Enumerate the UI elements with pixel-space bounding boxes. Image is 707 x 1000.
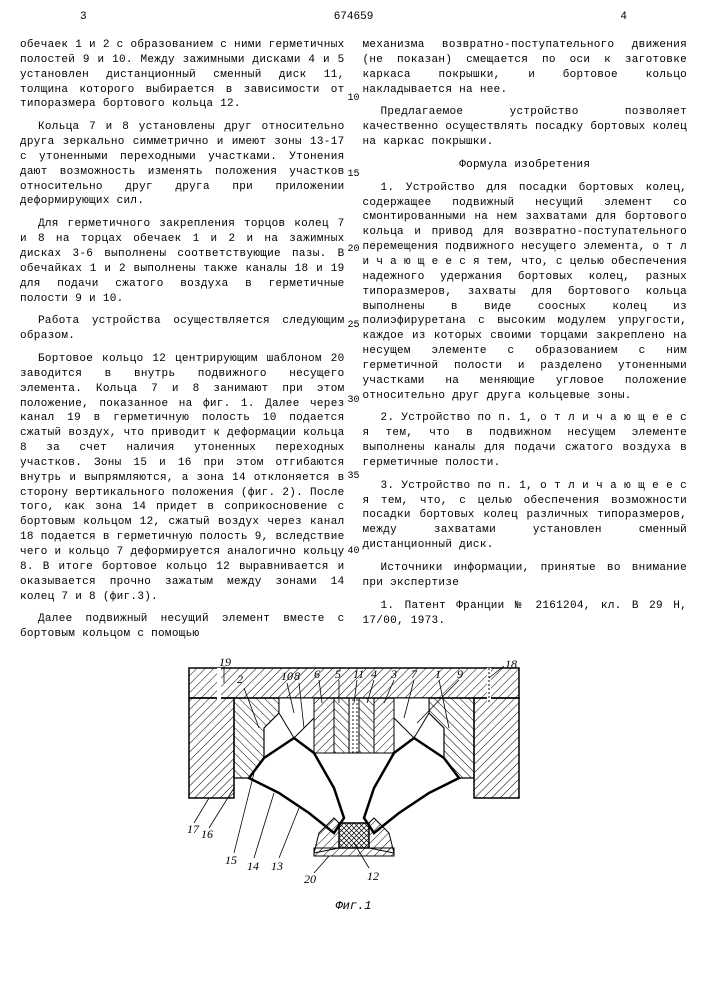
line-numbers: 10 15 20 25 30 35 40 — [347, 34, 359, 559]
line-number: 35 — [347, 470, 359, 484]
label-4: 4 — [371, 667, 377, 681]
label-5: 5 — [335, 667, 341, 681]
label-1: 1 — [435, 667, 441, 681]
figure-1: 17 16 14 13 20 12 2 10 8 6 — [20, 658, 687, 914]
paragraph: Предлагаемое устройство позволяет качест… — [363, 105, 688, 150]
label-2: 2 — [237, 672, 243, 686]
line-number: 15 — [347, 168, 359, 182]
label-18: 18 — [505, 658, 517, 671]
label-17: 17 — [187, 822, 200, 836]
reference: 1. Патент Франции № 2161204, кл. B 29 H,… — [363, 599, 688, 629]
paragraph: обечаек 1 и 2 с образованием с ними герм… — [20, 38, 345, 112]
label-16: 16 — [201, 827, 213, 841]
page-number-right: 4 — [620, 10, 627, 25]
paragraph: механизма возвратно-поступательного движ… — [363, 38, 688, 97]
line-number: 25 — [347, 319, 359, 333]
paragraph: Кольца 7 и 8 установлены друг относитель… — [20, 120, 345, 209]
label-8: 8 — [294, 669, 300, 683]
label-7: 7 — [411, 667, 418, 681]
label-20: 20 — [304, 872, 316, 886]
line-number: 40 — [347, 545, 359, 559]
document-number: 674659 — [334, 10, 374, 25]
label-10: 10 — [281, 669, 293, 683]
page-number-left: 3 — [80, 10, 87, 25]
line-number: 10 — [347, 92, 359, 106]
right-column: механизма возвратно-поступательного движ… — [363, 38, 688, 650]
paragraph: Работа устройства осуществляется следующ… — [20, 314, 345, 344]
claims-title: Формула изобретения — [363, 158, 688, 173]
claim: 3. Устройство по п. 1, о т л и ч а ю щ е… — [363, 479, 688, 553]
line-number: 20 — [347, 243, 359, 257]
technical-drawing: 17 16 14 13 20 12 2 10 8 6 — [139, 658, 569, 888]
label-11: 11 — [353, 667, 364, 681]
label-6: 6 — [314, 667, 320, 681]
paragraph: Для герметичного закрепления торцов коле… — [20, 217, 345, 306]
label-14: 14 — [247, 859, 259, 873]
label-19: 19 — [219, 658, 231, 669]
label-13: 13 — [271, 859, 283, 873]
line-number: 30 — [347, 394, 359, 408]
claim: 1. Устройство для посадки бортовых колец… — [363, 181, 688, 404]
paragraph: Бортовое кольцо 12 центрирующим шаблоном… — [20, 352, 345, 604]
label-15: 15 — [225, 853, 237, 867]
label-12: 12 — [367, 869, 379, 883]
left-column: обечаек 1 и 2 с образованием с ними герм… — [20, 38, 345, 650]
label-3: 3 — [390, 667, 397, 681]
claim: 2. Устройство по п. 1, о т л и ч а ю щ е… — [363, 411, 688, 470]
paragraph: Далее подвижный несущий элемент вместе с… — [20, 612, 345, 642]
references-title: Источники информации, принятые во вниман… — [363, 561, 688, 591]
figure-caption: Фиг.1 — [20, 898, 687, 914]
page-header: 3 674659 4 — [20, 10, 687, 32]
label-9: 9 — [457, 667, 463, 681]
